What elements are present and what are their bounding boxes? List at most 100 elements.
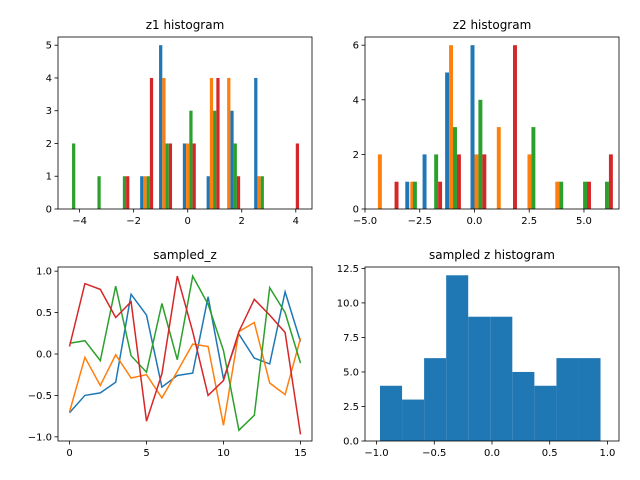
y-tick-label: 2.5 xyxy=(343,402,359,413)
bar-series3-2 xyxy=(122,176,127,209)
bar-series3-10 xyxy=(453,127,457,209)
x-tick-label: −0.5 xyxy=(422,448,446,459)
bar-series1-8 xyxy=(445,72,450,209)
bar-series4-27 xyxy=(295,143,300,209)
y-tick-label: 10.0 xyxy=(337,298,359,309)
y-tick-label: 4 xyxy=(46,73,52,84)
x-tick-label: −2.5 xyxy=(408,216,432,227)
y-tick-label: 5.0 xyxy=(343,367,359,378)
bar-series3-24 xyxy=(604,181,609,209)
histogram-bar-7 xyxy=(534,385,557,441)
bar-series2-5 xyxy=(143,176,147,209)
subplot-4: −1.0 −0.5 0.0 0.5 1.0 0.0 2.5 5.0 7.5 10.0 12.5 sam… xyxy=(337,248,620,459)
subplot-title: z1 histogram xyxy=(146,18,225,32)
bar-series2-13 xyxy=(186,143,190,209)
subplot-title: z2 histogram xyxy=(453,18,532,32)
x-tick-label: −2 xyxy=(126,216,141,227)
x-tick-label: 5.0 xyxy=(576,216,592,227)
histogram-bar-5 xyxy=(490,316,513,441)
bar-series3-14 xyxy=(478,99,483,209)
x-tick-label: 15 xyxy=(294,448,307,459)
y-tick-label: 4 xyxy=(353,95,359,106)
subplot-title: sampled_z xyxy=(153,248,217,262)
bar-series1-2 xyxy=(405,181,410,209)
bar-series3-14 xyxy=(189,110,193,209)
subplot-1: −4 −2 0 2 4 0 1 2 3 4 5 z1 histogram xyxy=(46,18,313,227)
bar-series3-0 xyxy=(72,143,76,209)
histogram-bar-2 xyxy=(424,358,447,441)
x-tick-label: 0.0 xyxy=(467,216,483,227)
bar-series4-19 xyxy=(216,77,220,209)
bar-series4-3 xyxy=(126,176,130,209)
bar-series2-25 xyxy=(257,176,261,209)
x-tick-label: 2.5 xyxy=(521,216,537,227)
y-tick-label: 2 xyxy=(46,139,52,150)
bar-series4-11 xyxy=(456,154,461,209)
bar-series3-19 xyxy=(531,127,536,209)
bar-series4-11 xyxy=(168,143,173,209)
bar-series1-8 xyxy=(159,45,163,209)
x-tick-label: 5 xyxy=(143,448,149,459)
axes-frame xyxy=(364,36,620,210)
bar-series4-23 xyxy=(236,176,241,209)
bar-series4-7 xyxy=(438,181,443,209)
y-tick-label: 7.5 xyxy=(343,333,359,344)
bar-series2-9 xyxy=(162,77,166,209)
bar-series2-17 xyxy=(209,77,214,209)
y-tick-label: 0.0 xyxy=(343,437,359,448)
histogram-bar-8 xyxy=(556,358,579,441)
x-tick-label: 2 xyxy=(239,216,245,227)
y-tick-label: 0.0 xyxy=(36,350,52,361)
bar-series1-21 xyxy=(230,110,234,209)
y-tick-label: −0.5 xyxy=(28,391,52,402)
bar-series2-20 xyxy=(555,181,560,209)
x-tick-label: 0 xyxy=(185,216,191,227)
histogram-bar-0 xyxy=(380,385,403,441)
bar-series3-18 xyxy=(213,110,217,209)
x-tick-label: 10 xyxy=(217,448,230,459)
bar-series2-18 xyxy=(527,154,532,209)
x-tick-label: 4 xyxy=(293,216,299,227)
y-tick-label: −1.0 xyxy=(28,432,52,443)
bar-series3-22 xyxy=(233,143,237,209)
bar-series2-13 xyxy=(474,154,479,209)
axes-frame xyxy=(57,36,313,210)
y-tick-label: 0.5 xyxy=(36,308,52,319)
bar-series4-25 xyxy=(608,154,613,209)
bar-series2-20 xyxy=(227,77,231,209)
x-tick-label: 0.0 xyxy=(484,448,500,459)
y-tick-label: 0 xyxy=(353,205,359,216)
bar-series3-26 xyxy=(260,176,264,209)
bar-series1-24 xyxy=(254,77,258,209)
bar-series2-3 xyxy=(410,181,415,209)
y-tick-label: 0 xyxy=(46,205,52,216)
bar-series2-9 xyxy=(449,45,454,209)
series-line-3 xyxy=(69,273,302,432)
bar-series4-15 xyxy=(192,143,196,209)
bar-series4-7 xyxy=(149,77,154,209)
bar-series2-16 xyxy=(496,127,501,209)
y-tick-label: 12.5 xyxy=(337,264,359,275)
bar-series1-5 xyxy=(422,154,427,209)
x-tick-label: 0 xyxy=(66,448,72,459)
bar-series2-0 xyxy=(377,154,382,209)
subplot-3: 0 5 10 15 −1.0 −0.5 0.0 0.5 1.0 sampled_z xyxy=(28,248,313,459)
bar-series3-22 xyxy=(583,181,588,209)
histogram-bar-1 xyxy=(402,399,425,441)
bar-series3-6 xyxy=(434,154,439,209)
subplot-title: sampled z histogram xyxy=(429,248,555,262)
histogram-bar-6 xyxy=(512,371,535,441)
bar-series1-4 xyxy=(140,176,144,209)
y-tick-label: 3 xyxy=(46,106,52,117)
series-line-1 xyxy=(68,288,302,414)
bar-series1-12 xyxy=(470,45,475,209)
bar-series3-6 xyxy=(146,176,150,209)
y-tick-label: 5 xyxy=(46,41,52,52)
x-tick-label: −5.0 xyxy=(353,216,377,227)
x-tick-label: −1.0 xyxy=(364,448,388,459)
x-tick-label: 1.0 xyxy=(600,448,616,459)
bar-series1-12 xyxy=(182,143,187,209)
y-tick-label: 6 xyxy=(353,41,359,52)
bar-series4-23 xyxy=(587,181,591,209)
